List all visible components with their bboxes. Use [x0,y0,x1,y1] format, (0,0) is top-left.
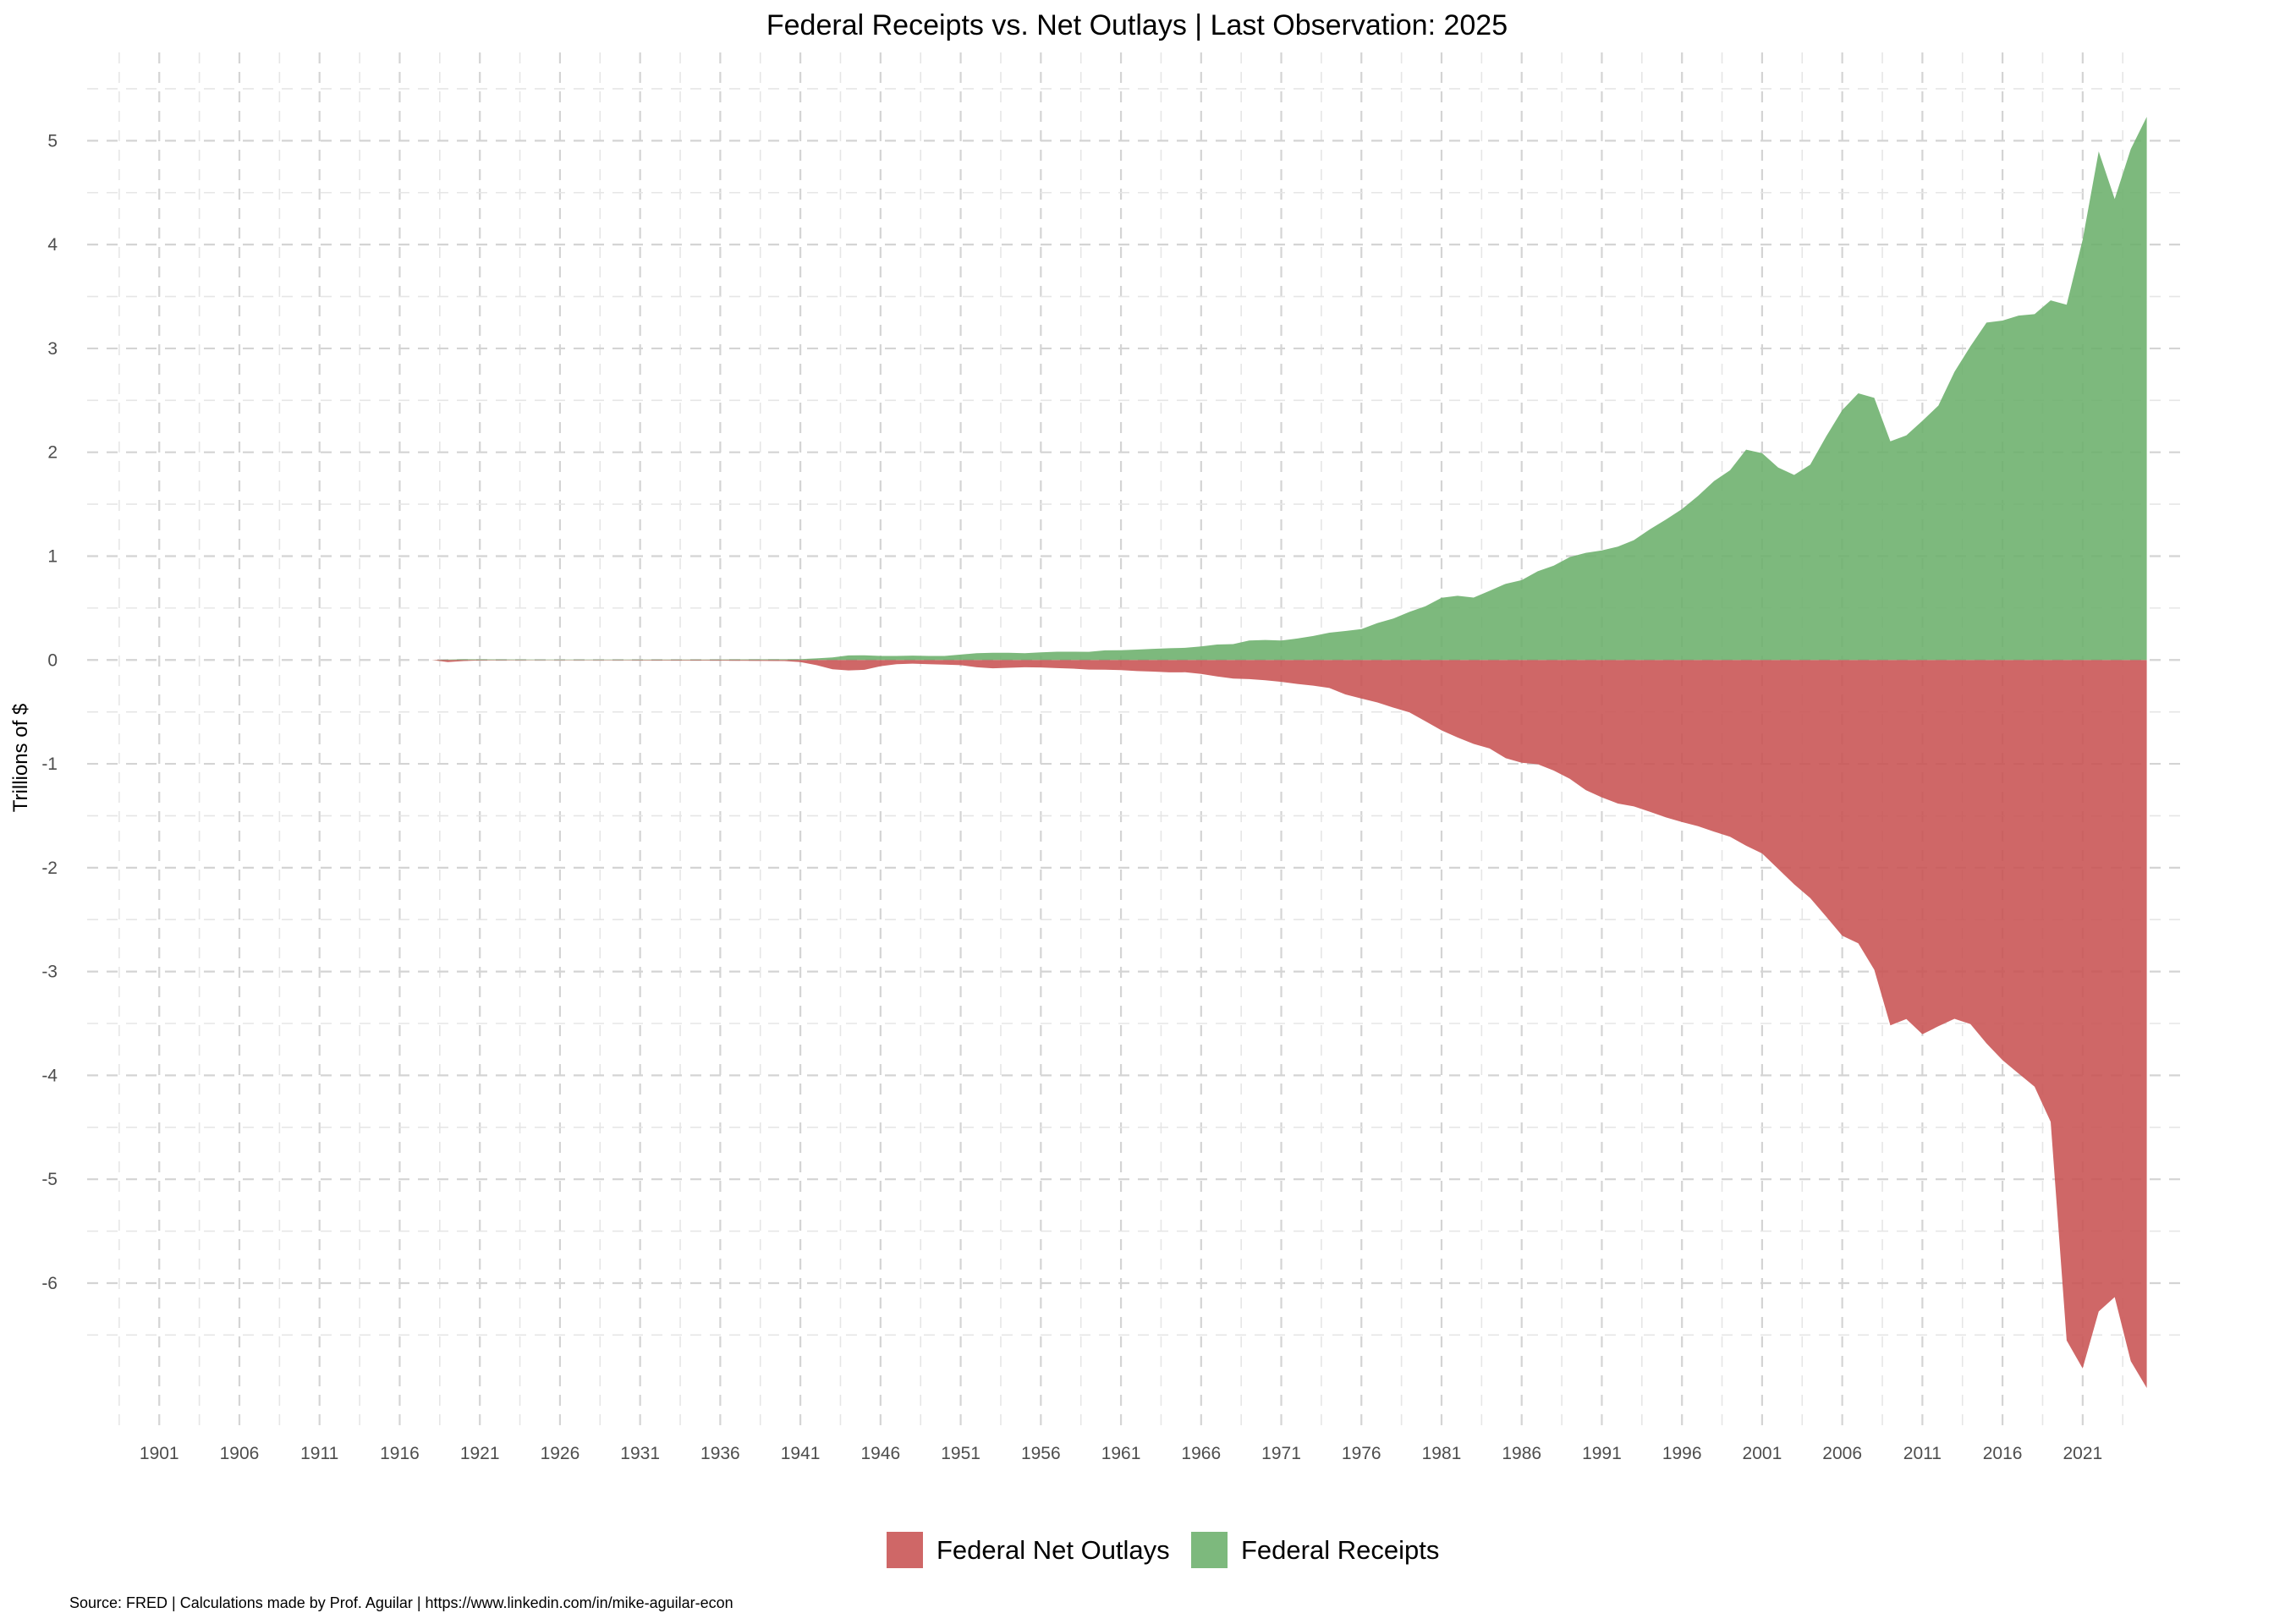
x-tick-label: 1911 [300,1444,338,1463]
x-tick-label: 1941 [781,1444,821,1463]
x-tick-label: 1981 [1422,1444,1462,1463]
y-tick-label: 1 [47,546,58,566]
x-tick-label: 2011 [1903,1444,1942,1463]
x-tick-label: 1936 [700,1444,740,1463]
x-tick-label: 1906 [220,1444,260,1463]
x-tick-label: 2001 [1743,1444,1782,1463]
x-tick-label: 1991 [1582,1444,1622,1463]
y-axis-label: Trillions of $ [9,704,32,812]
legend-label-receipts: Federal Receipts [1241,1535,1439,1565]
x-tick-label: 1926 [541,1444,580,1463]
y-tick-label: 5 [47,131,58,151]
x-tick-label: 1971 [1261,1444,1301,1463]
y-tick-label: -1 [41,754,58,774]
x-tick-label: 1901 [140,1444,179,1463]
x-tick-label: 1951 [941,1444,980,1463]
x-tick-label: 1916 [380,1444,420,1463]
x-axis: 1901 1906 1911 1916 1921 1926 1931 1936 1941 1946… [140,1444,2102,1463]
x-tick-label: 1996 [1662,1444,1702,1463]
legend: Federal Net Outlays Federal Receipts [887,1532,1439,1568]
x-tick-label: 1966 [1181,1444,1221,1463]
y-axis: -6 -5 -4 -3 -2 -1 0 1 2 3 4 5 [41,131,58,1293]
y-tick-label: 4 [47,235,58,255]
x-tick-label: 1956 [1021,1444,1061,1463]
x-tick-label: 2016 [1983,1444,2023,1463]
plot-area [431,117,2147,1388]
y-tick-label: -4 [41,1066,58,1085]
x-tick-label: 1946 [860,1444,900,1463]
area-net-outlays [431,660,2147,1388]
y-tick-label: -3 [41,963,58,982]
y-tick-label: -2 [41,859,58,878]
x-tick-label: 1976 [1342,1444,1381,1463]
x-tick-label: 1961 [1101,1444,1141,1463]
x-tick-label: 2006 [1822,1444,1862,1463]
legend-swatch-outlays [887,1532,923,1568]
area-receipts [431,117,2147,661]
x-tick-label: 1986 [1502,1444,1541,1463]
y-tick-label: -6 [41,1274,58,1293]
y-tick-label: 3 [47,339,58,359]
x-tick-label: 2021 [2063,1444,2102,1463]
legend-label-outlays: Federal Net Outlays [937,1535,1170,1565]
source-caption: Source: FRED | Calculations made by Prof… [69,1594,733,1611]
chart-title: Federal Receipts vs. Net Outlays | Last … [766,9,1508,41]
legend-swatch-receipts [1191,1532,1228,1568]
x-tick-label: 1931 [620,1444,660,1463]
y-tick-label: -5 [41,1170,58,1189]
y-tick-label: 2 [47,443,58,463]
x-tick-label: 1921 [460,1444,500,1463]
y-tick-label: 0 [47,650,58,670]
